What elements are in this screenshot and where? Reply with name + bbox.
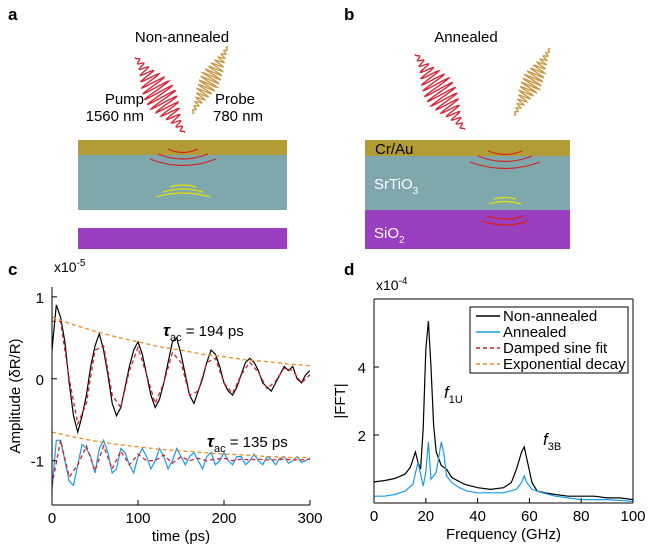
acoustic-waves: [469, 150, 541, 226]
axis-scale: x10-5: [54, 258, 86, 275]
x-tick-label: 300: [297, 510, 322, 527]
annotation-symbol: f: [444, 383, 451, 402]
legend-label: Annealed: [503, 324, 566, 341]
x-axis-label: Frequency (GHz): [446, 526, 561, 543]
axis-scale-exponent: -5: [77, 258, 86, 269]
x-axis-label: time (ps): [152, 528, 210, 544]
axis-scale-base: x10: [376, 277, 399, 293]
x-tick-label: 0: [370, 508, 378, 525]
layer-label: SrTiO3: [374, 176, 419, 197]
annotation: f3B: [543, 430, 561, 453]
annotation-text: = 194 ps: [182, 323, 244, 340]
y-axis-label: |FFT|: [332, 383, 349, 418]
panel-title: Non-annealed: [135, 29, 229, 46]
panel-label: d: [344, 260, 354, 279]
pump-label: Pump: [105, 91, 144, 108]
gold-layer: [78, 140, 287, 155]
series-line: [52, 304, 310, 435]
axis-scale: x10-4: [376, 276, 408, 293]
layer-label: SiO: [374, 225, 399, 242]
probe-label: Probe: [215, 91, 255, 108]
pump-wavelength: 1560 nm: [86, 108, 144, 125]
plot-area: [52, 304, 310, 490]
probe-wavelength: 780 nm: [213, 108, 263, 125]
series-line: [374, 321, 633, 501]
pulse: [414, 54, 466, 130]
y-tick-label: 0: [36, 372, 44, 389]
series-line: [52, 320, 310, 427]
annotation-subscript: ac: [170, 332, 182, 344]
layer-subscript: 3: [413, 186, 419, 197]
annotation-symbol: f: [543, 430, 550, 449]
y-tick-label: 1: [36, 290, 44, 307]
layer-label: SrTiO: [374, 176, 413, 193]
layer-label: Cr/Au: [375, 141, 413, 158]
panel-label: c: [8, 260, 17, 279]
panel-label: a: [8, 5, 18, 24]
series-line: [52, 438, 310, 490]
annotation-subscript: 1U: [449, 394, 463, 406]
pulse: [513, 47, 551, 117]
annotation-symbol: τ: [163, 321, 171, 340]
y-axis-label: Amplitude (δR/R): [7, 338, 24, 453]
layer-label: SiO2: [374, 225, 405, 246]
srtio3-layer: [78, 155, 287, 210]
annotation-text: = 135 ps: [226, 434, 288, 451]
laser-pulses: [134, 45, 551, 133]
annotation: τac = 194 ps: [163, 321, 244, 344]
sio2-layer: [78, 228, 287, 249]
annotation-subscript: ac: [214, 443, 226, 455]
legend-label: Non-annealed: [503, 308, 597, 325]
legend-label: Damped sine fit: [503, 340, 608, 357]
y-tick-label: 4: [358, 360, 366, 377]
plot-area: [374, 321, 633, 502]
y-tick-label: 2: [358, 428, 366, 445]
annotation-subscript: 3B: [548, 441, 561, 453]
x-tick-label: 0: [48, 510, 56, 527]
x-tick-label: 20: [417, 508, 434, 525]
series-line: [52, 316, 310, 367]
legend-label: Exponential decay: [503, 356, 626, 373]
pulse: [191, 45, 229, 115]
x-tick-label: 40: [469, 508, 486, 525]
srtio3-layer: [365, 156, 570, 210]
x-tick-label: 80: [573, 508, 590, 525]
x-tick-label: 100: [620, 508, 645, 525]
x-tick-label: 60: [521, 508, 538, 525]
axis-scale-exponent: -4: [399, 276, 408, 287]
legend-box: [469, 306, 629, 374]
series-line: [374, 441, 633, 502]
x-tick-label: 200: [211, 510, 236, 527]
annotation-symbol: τ: [207, 432, 215, 451]
panel-title: Annealed: [434, 29, 497, 46]
x-tick-label: 100: [125, 510, 150, 527]
axis-scale-base: x10: [54, 259, 77, 275]
annotation: f1U: [444, 383, 463, 406]
series-line: [52, 431, 310, 459]
y-tick-label: -1: [31, 454, 44, 471]
acoustic-waves: [149, 148, 217, 198]
sio2-layer: [365, 210, 570, 249]
panel-label: b: [344, 5, 354, 24]
layer-subscript: 2: [399, 235, 405, 246]
annotation: τac = 135 ps: [207, 432, 288, 455]
pulse: [134, 57, 186, 133]
series-line: [52, 440, 310, 486]
